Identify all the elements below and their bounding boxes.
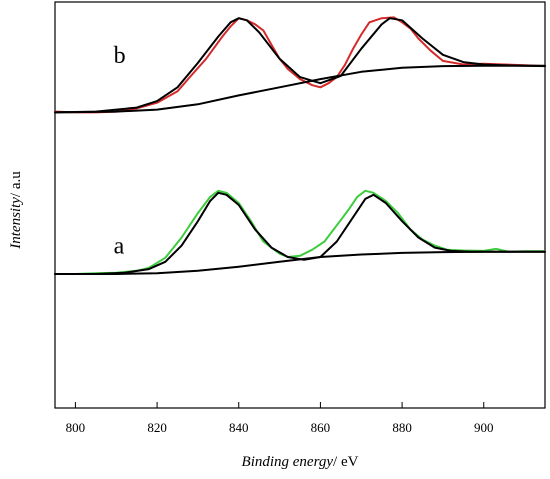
- series-line-measured-a: [54, 189, 546, 275]
- x-tick-label: 800: [66, 420, 86, 435]
- y-axis-title-unit: / a.u: [8, 171, 24, 197]
- series-group: [54, 16, 546, 275]
- x-tick-label: 900: [474, 420, 494, 435]
- x-tick-label: 880: [392, 420, 412, 435]
- x-tick-marks: [74, 402, 485, 408]
- x-tick-label: 860: [311, 420, 331, 435]
- x-axis-title: Binding energy/ eV: [242, 454, 359, 470]
- plot-frame: [54, 1, 546, 409]
- x-tick-labels: 800 820 840 860 880 900: [66, 420, 494, 435]
- x-tick-label: 820: [147, 420, 167, 435]
- curve-label-a: a: [114, 234, 125, 260]
- x-axis-title-italic: Binding energy: [242, 454, 334, 470]
- series-line-baseline-b: [54, 64, 546, 114]
- curve-labels: ba: [114, 43, 126, 260]
- series-line-baseline-a: [54, 250, 546, 275]
- curve-label-b: b: [114, 43, 126, 69]
- x-tick-label: 840: [229, 420, 249, 435]
- series-line-fit-a: [54, 191, 546, 275]
- series-line-measured-b: [54, 16, 546, 114]
- x-axis-title-unit: / eV: [333, 454, 359, 470]
- y-axis-title-italic: Intensity: [8, 197, 24, 250]
- y-axis-title: Intensity/ a.u: [8, 171, 24, 250]
